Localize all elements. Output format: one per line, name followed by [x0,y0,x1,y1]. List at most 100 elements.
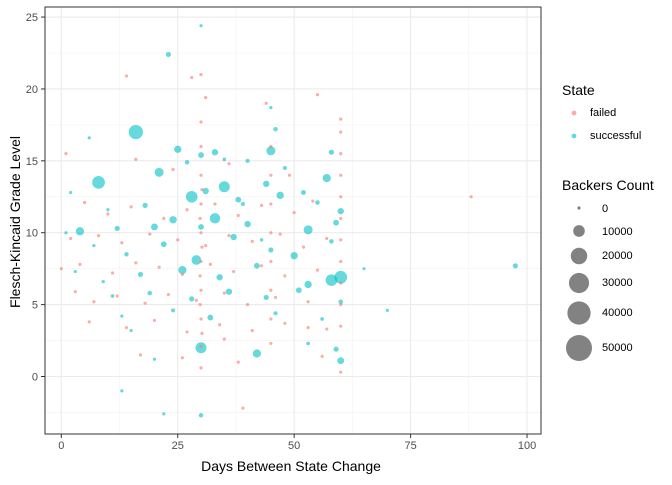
data-point-successful [165,51,172,58]
data-point-successful [252,349,262,358]
legend-key-successful [571,133,577,139]
data-point-successful [75,227,85,236]
data-point-failed [199,288,203,292]
data-point-successful [207,314,214,321]
legend-key-failed [571,110,577,116]
data-point-failed [227,233,231,238]
data-point-successful [120,389,124,393]
data-point-failed [287,173,292,177]
data-point-successful [178,265,187,275]
data-point-successful [338,299,343,304]
data-point-successful [151,223,158,231]
legend-size-key [566,335,592,361]
data-point-successful [315,200,320,205]
data-point-successful [87,136,91,140]
data-point-successful [512,263,518,269]
data-point-successful [268,247,274,253]
data-point-failed [315,268,320,272]
data-point-successful [235,196,242,203]
data-point-failed [269,202,273,206]
data-point-successful [301,189,306,195]
data-point-failed [199,366,203,370]
data-point-failed [199,317,203,321]
data-point-failed [200,331,204,335]
data-point-successful [199,24,203,28]
legend-size-label-30000: 30000 [602,277,633,289]
data-point-successful [337,357,345,365]
data-point-successful [191,255,202,265]
data-point-failed [227,162,231,166]
y-tick-label: 20 [26,84,38,96]
data-point-failed [339,117,343,121]
data-point-successful [333,219,339,226]
data-point-successful [253,262,260,269]
axes: 0 25 50 75 100 0 5 10 15 20 25 [26,12,536,452]
data-point-failed [311,199,315,203]
y-axis-title: Flesch-Kincaid Grade Level [7,136,23,308]
data-point-failed [200,245,204,249]
data-point-successful [171,308,176,313]
data-point-failed [190,75,194,80]
data-point-successful [152,357,157,361]
data-point-successful [209,213,221,224]
data-point-failed [218,323,222,327]
data-point-failed [339,259,343,264]
data-point-failed [301,245,306,249]
data-point-successful [276,191,284,200]
data-point-successful [325,274,338,286]
data-point-successful [273,311,278,316]
data-point-failed [236,360,240,364]
data-point-successful [290,252,298,260]
data-point-failed [325,327,329,331]
data-point-failed [339,238,343,242]
data-point-failed [199,259,203,264]
legend-size-key [568,272,590,294]
legend-size-key [570,247,588,265]
data-point-failed [269,317,273,321]
data-point-failed [339,173,343,177]
data-point-successful [106,208,110,212]
data-point-failed [222,337,226,341]
data-point-successful [189,296,195,302]
x-tick-label: 100 [518,440,536,452]
legend-size-label-20000: 20000 [602,250,633,262]
legend-backers-count: Backers Count 0 10000 20000 30000 40000 … [562,177,654,361]
data-point-failed [138,353,143,357]
data-point-failed [171,167,175,172]
legend-label-failed: failed [590,107,616,119]
data-point-failed [110,271,115,275]
data-point-successful [303,225,313,235]
data-point-failed [198,216,202,220]
data-point-successful [362,267,366,271]
data-point-failed [64,152,68,156]
data-point-successful [244,220,251,228]
data-point-successful [184,160,190,165]
data-point-failed [264,101,268,105]
data-point-failed [339,324,343,328]
data-point-failed [339,216,343,220]
data-point-failed [259,203,264,208]
y-tick-label: 10 [26,228,38,240]
data-point-successful [174,145,182,154]
data-points [59,24,518,418]
data-point-failed [69,236,73,241]
data-point-failed [166,292,171,297]
data-point-successful [222,157,227,162]
legend-size-label-0: 0 [602,203,608,215]
data-point-failed [129,205,133,209]
data-point-failed [245,303,250,307]
data-point-failed [157,265,161,269]
y-tick-label: 15 [26,156,38,168]
data-point-successful [198,152,204,158]
data-point-failed [269,144,273,149]
data-point-failed [315,93,320,97]
data-point-successful [306,341,310,346]
data-point-failed [143,301,147,305]
x-tick-label: 75 [404,440,416,452]
data-point-failed [200,187,204,192]
data-point-successful [110,294,115,298]
data-point-failed [250,328,254,333]
data-point-successful [154,167,164,177]
